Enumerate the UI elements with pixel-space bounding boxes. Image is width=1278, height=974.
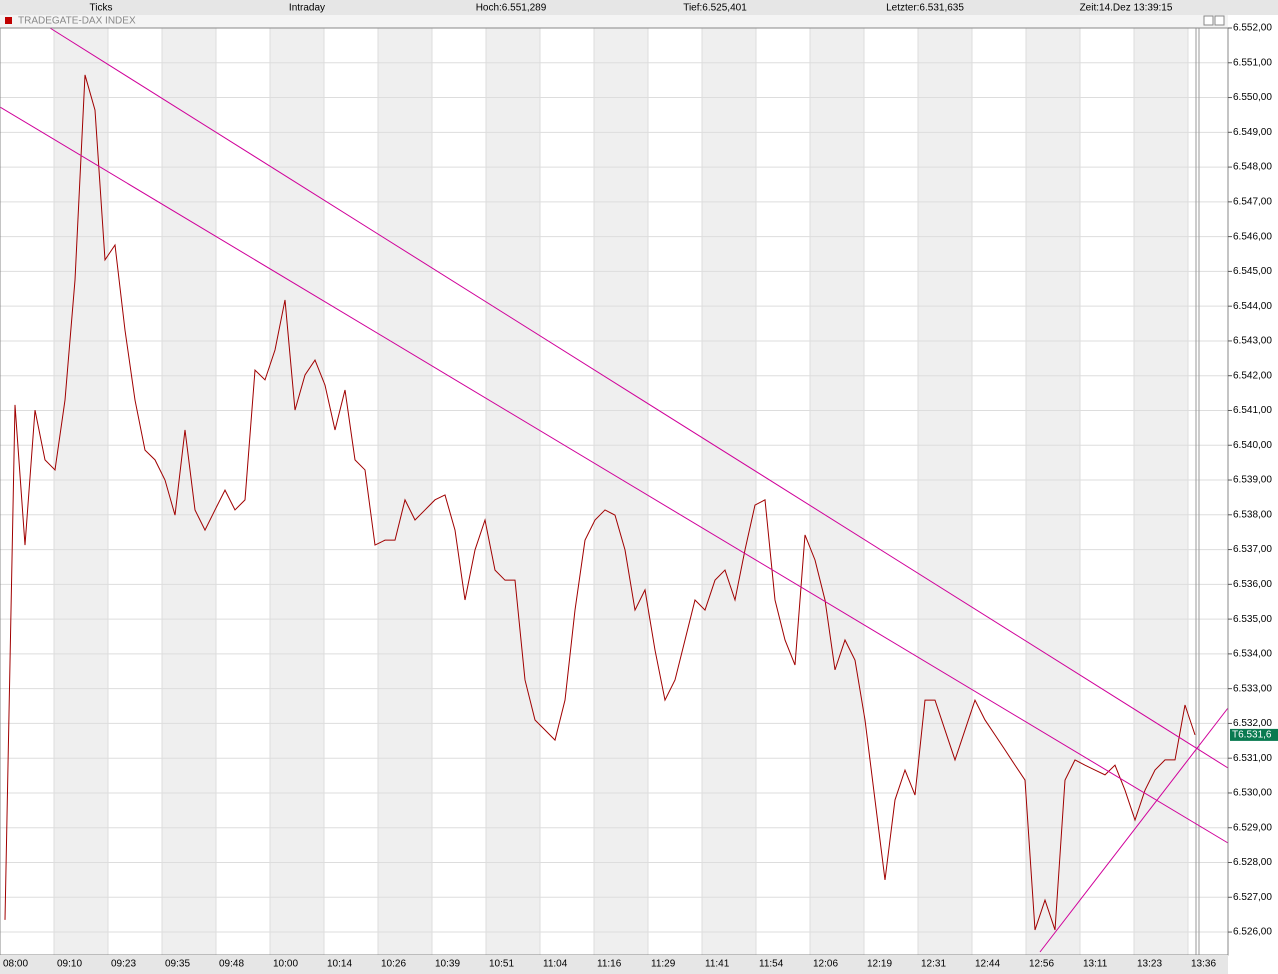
trend-line — [1039, 707, 1229, 953]
x-tick-label: 11:16 — [597, 959, 622, 970]
last-price-badge — [1230, 728, 1278, 741]
series-icon — [5, 17, 12, 24]
y-tick-label: 6.540,00 — [1233, 440, 1272, 451]
x-tick-label: 09:35 — [165, 959, 190, 970]
y-tick-label: 6.533,00 — [1233, 683, 1272, 694]
x-tick-label: 10:14 — [327, 959, 352, 970]
x-tick-label: 11:54 — [759, 959, 784, 970]
y-tick-label: 6.551,00 — [1233, 57, 1272, 68]
time-band — [54, 28, 108, 955]
x-tick-label: 11:29 — [651, 959, 676, 970]
trend-line — [0, 106, 1229, 844]
y-tick-label: 6.541,00 — [1233, 405, 1272, 416]
close-button[interactable] — [1214, 15, 1225, 26]
x-tick-label: 12:06 — [813, 959, 838, 970]
y-tick-label: 6.531,00 — [1233, 753, 1272, 764]
x-tick-label: 10:26 — [381, 959, 406, 970]
x-axis-bar — [0, 955, 1228, 974]
time-band — [162, 28, 216, 955]
y-tick-label: 6.528,00 — [1233, 857, 1272, 868]
time-band — [810, 28, 864, 955]
trend-line — [49, 27, 1229, 769]
y-tick-label: 6.543,00 — [1233, 336, 1272, 347]
high: Hoch:6.551,289 — [476, 3, 547, 14]
y-tick-label: 6.532,00 — [1233, 718, 1272, 729]
last-price-label: T6.531,6 — [1232, 730, 1272, 741]
y-tick-label: 6.534,00 — [1233, 649, 1272, 660]
chart-title: TRADEGATE-DAX INDEX — [18, 16, 136, 27]
x-tick-label: 11:04 — [543, 959, 568, 970]
price-line — [4, 74, 1196, 931]
y-tick-label: 6.537,00 — [1233, 544, 1272, 555]
x-tick-label: 13:36 — [1191, 959, 1216, 970]
window-button[interactable] — [1203, 15, 1214, 26]
x-tick-label: 10:51 — [489, 959, 514, 970]
time-band — [918, 28, 972, 955]
y-tick-label: 6.549,00 — [1233, 127, 1272, 138]
y-tick-label: 6.527,00 — [1233, 892, 1272, 903]
range[interactable]: Intraday — [289, 3, 325, 14]
x-tick-label: 12:56 — [1029, 959, 1054, 970]
time-band — [486, 28, 540, 955]
x-tick-label: 12:19 — [867, 959, 892, 970]
y-tick-label: 6.546,00 — [1233, 231, 1272, 242]
x-tick-label: 10:39 — [435, 959, 460, 970]
last: Letzter:6.531,635 — [886, 3, 964, 14]
time-band — [1026, 28, 1080, 955]
x-tick-label: 11:41 — [705, 959, 730, 970]
y-tick-label: 6.535,00 — [1233, 614, 1272, 625]
y-tick-label: 6.548,00 — [1233, 162, 1272, 173]
x-tick-label: 13:23 — [1137, 959, 1162, 970]
x-tick-label: 13:11 — [1083, 959, 1108, 970]
y-tick-label: 6.547,00 — [1233, 196, 1272, 207]
time: Zeit:14.Dez 13:39:15 — [1080, 3, 1173, 14]
x-tick-label: 09:23 — [111, 959, 136, 970]
x-tick-label: 12:31 — [921, 959, 946, 970]
title-bar — [0, 15, 1228, 28]
y-tick-label: 6.544,00 — [1233, 301, 1272, 312]
time-band — [702, 28, 756, 955]
x-tick-label: 08:00 — [3, 959, 28, 970]
y-tick-label: 6.526,00 — [1233, 927, 1272, 938]
y-tick-label: 6.529,00 — [1233, 822, 1272, 833]
y-tick-label: 6.536,00 — [1233, 579, 1272, 590]
time-band — [378, 28, 432, 955]
mode[interactable]: Ticks — [90, 3, 113, 14]
top-bar — [0, 0, 1278, 15]
x-tick-label: 09:10 — [57, 959, 82, 970]
y-tick-label: 6.545,00 — [1233, 266, 1272, 277]
time-band — [594, 28, 648, 955]
x-tick-label: 12:44 — [975, 959, 1000, 970]
x-tick-label: 09:48 — [219, 959, 244, 970]
y-tick-label: 6.530,00 — [1233, 788, 1272, 799]
time-band — [1134, 28, 1188, 955]
y-tick-label: 6.550,00 — [1233, 92, 1272, 103]
low: Tief:6.525,401 — [683, 3, 747, 14]
time-band — [270, 28, 324, 955]
y-tick-label: 6.539,00 — [1233, 475, 1272, 486]
y-tick-label: 6.538,00 — [1233, 509, 1272, 520]
x-tick-label: 10:00 — [273, 959, 298, 970]
y-tick-label: 6.542,00 — [1233, 370, 1272, 381]
y-tick-label: 6.552,00 — [1233, 23, 1272, 34]
